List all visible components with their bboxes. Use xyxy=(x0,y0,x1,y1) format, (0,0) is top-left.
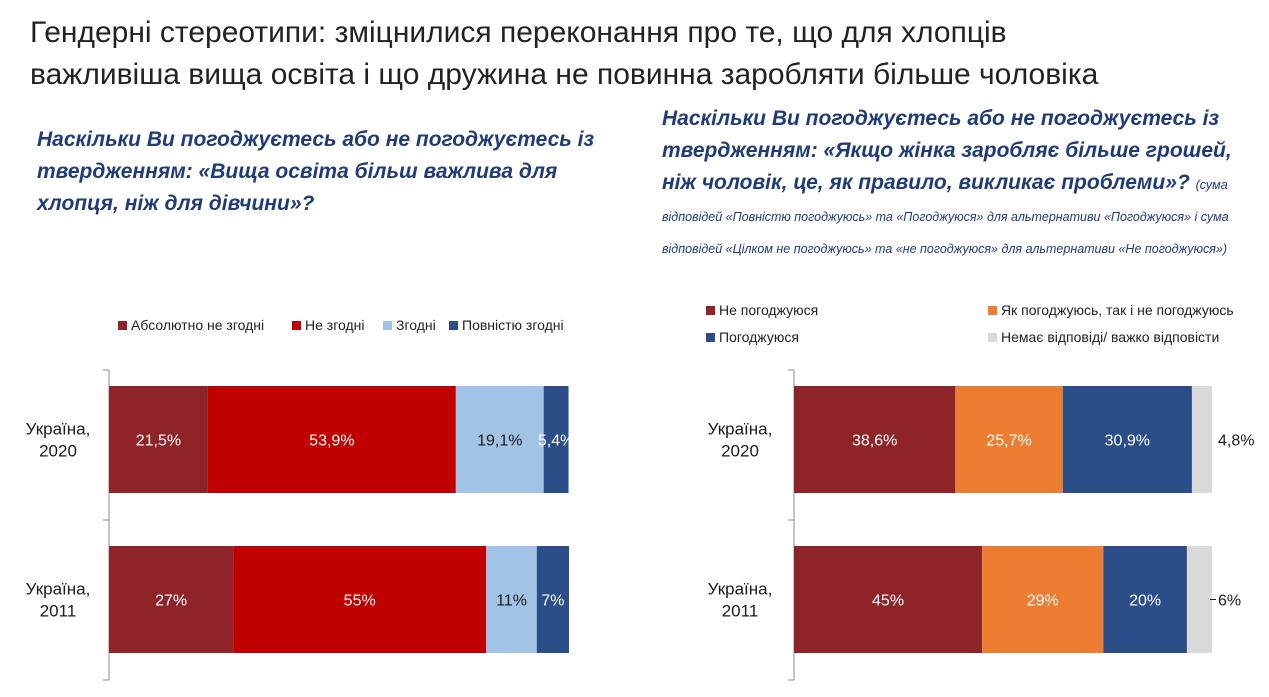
right-legend-item-2: Як погоджуюсь, так і не погоджуюсь xyxy=(988,301,1234,319)
right-bar-1-2 xyxy=(955,386,1063,493)
left-legend-item-1: Абсолютно не згодні xyxy=(118,316,264,334)
right-category-label-2: Україна, 2011 xyxy=(708,580,773,621)
right-data-label-1-4: 4,8% xyxy=(1218,433,1254,450)
left-legend-swatch-1 xyxy=(118,320,127,330)
left-data-label-2-4: 7% xyxy=(541,593,564,610)
right-data-label-2-2: 29% xyxy=(1027,593,1059,610)
right-legend-item-4: Немає відповіді/ важко відповісти xyxy=(988,328,1219,346)
left-legend-label-4: Повністю згодні xyxy=(462,317,564,333)
left-data-label-2-2: 55% xyxy=(344,593,376,610)
left-legend-swatch-4 xyxy=(449,320,458,330)
right-bar-2-3 xyxy=(1103,546,1187,653)
left-bar-1-2 xyxy=(207,386,456,493)
slide-title: Гендерні стереотипи: зміцнилися перекона… xyxy=(30,12,1260,96)
right-data-label-1-2: 25,7% xyxy=(986,433,1031,450)
left-bar-2-3 xyxy=(486,546,537,653)
right-legend-swatch-4 xyxy=(988,332,997,342)
right-bar-2-2 xyxy=(982,546,1104,653)
left-question: Наскільки Ви погоджуєтесь або не погоджу… xyxy=(37,128,595,215)
right-data-label-2-3: 20% xyxy=(1129,593,1161,610)
right-legend-swatch-3 xyxy=(706,332,715,342)
left-data-label-1-1: 21,5% xyxy=(136,433,181,450)
left-data-label-1-4: 5,4% xyxy=(538,433,574,450)
right-stacked-bar-chart: Україна, 2020 38,6% 25,7% 30,9% 4,8% Україна, 2… xyxy=(708,369,1254,681)
right-data-label-1-3: 30,9% xyxy=(1105,433,1150,450)
right-legend-item-1: Не погоджуюся xyxy=(706,301,818,319)
slide-title-line-2: важливіша вища освіта і що дружина не по… xyxy=(30,58,1099,91)
left-bar-2-2 xyxy=(233,546,487,653)
right-bar-1-4 xyxy=(1191,386,1212,493)
right-legend-label-4: Немає відповіді/ важко відповісти xyxy=(1001,329,1220,345)
left-data-label-1-2: 53,9% xyxy=(309,433,354,450)
slide-title-line-1: Гендерні стереотипи: зміцнилися перекона… xyxy=(30,16,1007,49)
left-legend-label-3: Згодні xyxy=(396,317,436,333)
left-category-label-1: Україна, 2020 xyxy=(26,420,91,461)
right-legend-label-1: Не погоджуюся xyxy=(719,302,819,318)
right-question-text: Наскільки Ви погоджуєтесь або не погоджу… xyxy=(662,107,1232,194)
right-bar-2-1 xyxy=(794,546,983,653)
right-bar-1-1 xyxy=(794,386,956,493)
right-legend-label-2: Як погоджуюсь, так і не погоджуюсь xyxy=(1001,302,1234,318)
left-bar-2-4 xyxy=(536,546,569,653)
right-bar-2-4 xyxy=(1186,546,1212,653)
right-question-note: (сума відповідей «Повністю погоджуюсь» т… xyxy=(662,178,1229,256)
left-bar-1-3 xyxy=(455,386,544,493)
left-legend-item-2: Не згодні xyxy=(292,316,365,334)
left-legend-label-2: Не згодні xyxy=(305,317,365,333)
left-bar-1-1 xyxy=(109,386,208,493)
right-legend-swatch-2 xyxy=(988,305,997,315)
left-stacked-bar-chart: Україна, 2020 21,5% 53,9% 19,1% 5,4% Україна, 2… xyxy=(26,369,574,681)
right-bar-1-3 xyxy=(1062,386,1192,493)
left-category-label-2: Україна, 2011 xyxy=(26,580,91,621)
left-data-label-1-3: 19,1% xyxy=(477,433,522,450)
right-question: Наскільки Ви погоджуєтесь або не погоджу… xyxy=(662,103,1252,263)
left-legend-swatch-2 xyxy=(292,320,301,330)
left-data-label-2-3: 11% xyxy=(496,593,527,610)
left-bar-2-1 xyxy=(109,546,234,653)
right-legend-swatch-1 xyxy=(706,305,715,315)
right-data-label-2-1: 45% xyxy=(872,593,904,610)
left-legend-item-4: Повністю згодні xyxy=(449,316,564,334)
left-legend-item-3: Згодні xyxy=(383,316,436,334)
left-bar-1-4 xyxy=(543,386,569,493)
right-data-label-1-1: 38,6% xyxy=(852,433,897,450)
left-legend-label-1: Абсолютно не згодні xyxy=(131,317,265,333)
left-data-label-2-1: 27% xyxy=(155,593,187,610)
left-legend-swatch-3 xyxy=(383,320,392,330)
right-data-label-2-4: 6% xyxy=(1218,593,1241,610)
right-category-label-1: Україна, 2020 xyxy=(708,420,773,461)
right-legend-label-3: Погоджуюся xyxy=(719,329,799,345)
right-legend-item-3: Погоджуюся xyxy=(706,328,799,346)
